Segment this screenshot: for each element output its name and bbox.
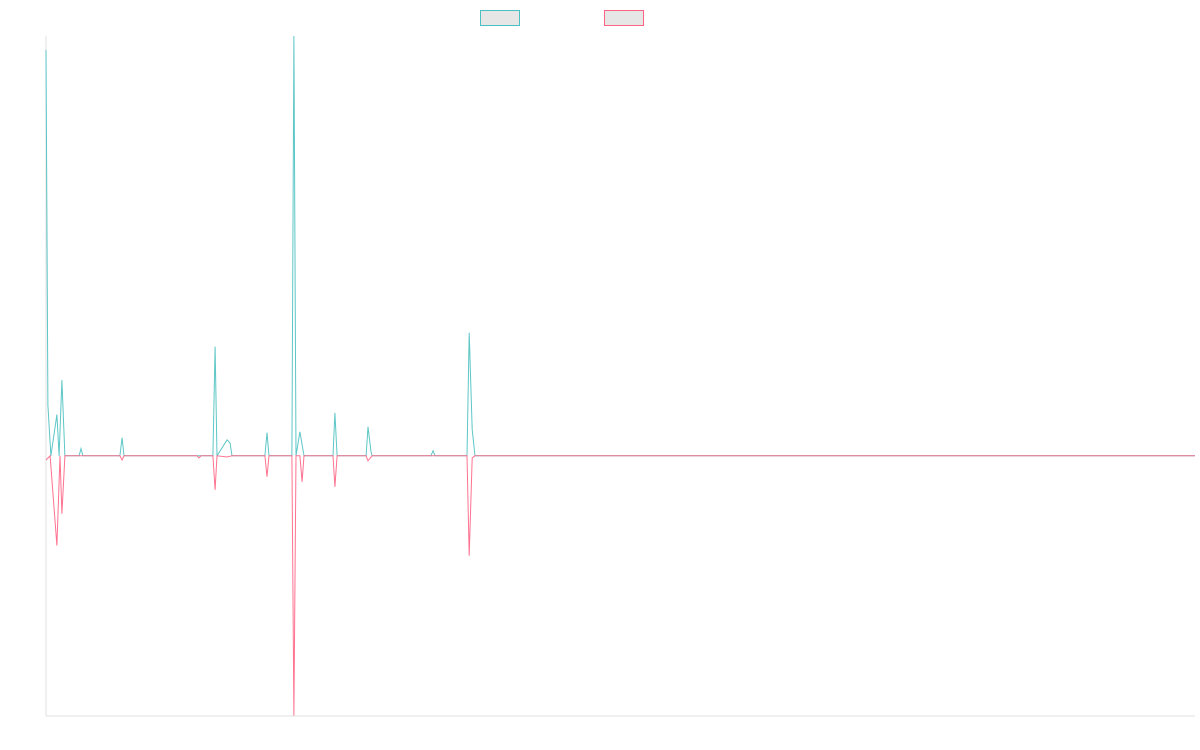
series-line-2: [45, 454, 1195, 716]
series-line-1: [45, 35, 1195, 458]
legend-swatch-series-1[interactable]: [480, 10, 520, 26]
legend-swatch-series-2[interactable]: [604, 10, 644, 26]
